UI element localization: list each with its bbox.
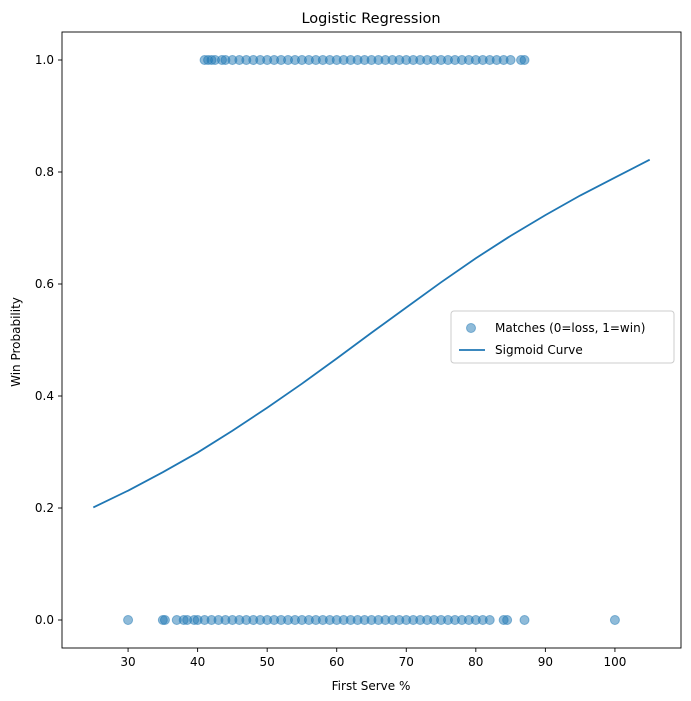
- x-axis-label: First Serve %: [332, 679, 411, 693]
- sigmoid-curve: [92, 158, 651, 509]
- legend: Matches (0=loss, 1=win) Sigmoid Curve: [450, 310, 675, 364]
- x-tick-label: 50: [260, 655, 275, 669]
- y-axis: 0.0 0.2 0.4 0.6 0.8 1.0: [35, 53, 62, 627]
- scatter-point: [519, 55, 530, 65]
- scatter-point: [123, 615, 134, 625]
- x-tick-label: 70: [399, 655, 414, 669]
- plot-frame: [61, 31, 682, 649]
- y-tick-label: 0.8: [35, 165, 54, 179]
- scatter-points: [123, 55, 620, 625]
- chart-title: Logistic Regression: [301, 11, 440, 27]
- legend-label-scatter: Matches (0=loss, 1=win): [495, 321, 645, 335]
- y-tick-label: 0.6: [35, 277, 54, 291]
- legend-label-line: Sigmoid Curve: [495, 343, 583, 357]
- legend-box: [450, 310, 675, 364]
- y-tick-label: 0.0: [35, 613, 54, 627]
- scatter-point: [519, 615, 530, 625]
- y-axis-label: Win Probability: [9, 297, 23, 387]
- scatter-point: [502, 615, 513, 625]
- x-axis: 30 40 50 60 70 80 90 100: [120, 648, 626, 669]
- sigmoid-curve-layer: [92, 158, 651, 509]
- scatter-point: [505, 55, 516, 65]
- scatter-point: [484, 615, 495, 625]
- plot-area: [61, 31, 682, 649]
- scatter-point: [609, 615, 620, 625]
- scatter-point: [159, 615, 170, 625]
- x-tick-label: 40: [190, 655, 205, 669]
- x-tick-label: 30: [120, 655, 135, 669]
- x-tick-label: 90: [538, 655, 553, 669]
- x-tick-label: 100: [603, 655, 626, 669]
- legend-marker-scatter: [466, 323, 476, 333]
- y-tick-label: 0.4: [35, 389, 54, 403]
- y-tick-label: 1.0: [35, 53, 54, 67]
- x-tick-label: 60: [329, 655, 344, 669]
- y-tick-label: 0.2: [35, 501, 54, 515]
- x-tick-label: 80: [468, 655, 483, 669]
